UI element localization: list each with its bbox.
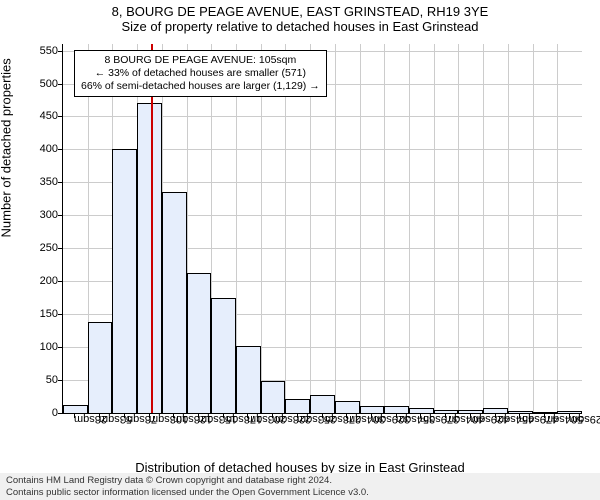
gridline-v [557,44,558,413]
gridline-v [335,44,336,413]
histogram-bar [458,410,483,413]
ytick-mark [58,281,62,282]
gridline-v [409,44,410,413]
ytick-mark [58,51,62,52]
xtick-mark [495,414,496,418]
histogram-bar [335,401,360,413]
histogram-bar [310,395,335,413]
xtick-mark [247,414,248,418]
histogram-bar [483,408,508,413]
y-axis-label: Number of detached properties [0,58,14,237]
histogram-bar [557,411,582,413]
histogram-bar [261,381,286,413]
ytick-mark [58,347,62,348]
footer-attribution: Contains HM Land Registry data © Crown c… [0,473,600,500]
xtick-mark [173,414,174,418]
footer-line2: Contains public sector information licen… [6,487,594,498]
ytick-mark [58,149,62,150]
histogram-bar [88,322,113,413]
histogram-bar [211,298,236,413]
ytick-label: 100 [28,341,58,353]
chart-title-line2: Size of property relative to detached ho… [0,19,600,34]
ytick-label: 300 [28,209,58,221]
xtick-mark [396,414,397,418]
xtick-mark [223,414,224,418]
xtick-mark [420,414,421,418]
gridline-v [434,44,435,413]
footer-line1: Contains HM Land Registry data © Crown c… [6,475,594,486]
xtick-mark [346,414,347,418]
ytick-mark [58,182,62,183]
gridline-v [310,44,311,413]
ytick-label: 350 [28,176,58,188]
chart-title-block: 8, BOURG DE PEAGE AVENUE, EAST GRINSTEAD… [0,4,600,34]
histogram-bar [434,410,459,413]
ytick-mark [58,215,62,216]
gridline-v [508,44,509,413]
ytick-label: 450 [28,110,58,122]
histogram-bar [285,399,310,413]
xtick-mark [297,414,298,418]
histogram-bar [508,411,533,413]
xtick-mark [124,414,125,418]
ytick-label: 500 [28,78,58,90]
xtick-mark [371,414,372,418]
ytick-label: 50 [28,374,58,386]
histogram-bar [137,103,162,413]
ytick-label: 0 [28,407,58,419]
gridline-v [533,44,534,413]
ytick-label: 250 [28,242,58,254]
xtick-mark [544,414,545,418]
xtick-mark [470,414,471,418]
ytick-label: 400 [28,143,58,155]
histogram-bar [236,346,261,413]
xtick-mark [74,414,75,418]
ytick-mark [58,248,62,249]
gridline-v [483,44,484,413]
ytick-mark [58,380,62,381]
plot-area [62,44,582,414]
histogram-bar [187,273,212,413]
xtick-mark [519,414,520,418]
ytick-mark [58,413,62,414]
xtick-mark [445,414,446,418]
gridline-v [261,44,262,413]
xtick-mark [322,414,323,418]
histogram-bar [384,406,409,413]
histogram-bar [162,192,187,413]
histogram-bar [409,408,434,413]
property-marker-line [151,44,153,413]
info-box-line2: ← 33% of detached houses are smaller (57… [81,67,320,80]
gridline-v [458,44,459,413]
property-info-box: 8 BOURG DE PEAGE AVENUE: 105sqm← 33% of … [74,50,327,97]
ytick-mark [58,116,62,117]
xtick-mark [198,414,199,418]
ytick-label: 550 [28,45,58,57]
xtick-mark [99,414,100,418]
gridline-v [285,44,286,413]
info-box-line1: 8 BOURG DE PEAGE AVENUE: 105sqm [81,54,320,67]
ytick-mark [58,314,62,315]
xtick-mark [149,414,150,418]
histogram-bar [112,149,137,413]
xtick-mark [569,414,570,418]
ytick-label: 200 [28,275,58,287]
gridline-v [360,44,361,413]
histogram-bar [533,412,558,413]
histogram-bar [63,405,88,413]
xtick-mark [272,414,273,418]
gridline-v [384,44,385,413]
ytick-mark [58,84,62,85]
histogram-bar [360,406,385,413]
info-box-line3: 66% of semi-detached houses are larger (… [81,80,320,93]
ytick-label: 150 [28,308,58,320]
chart-title-line1: 8, BOURG DE PEAGE AVENUE, EAST GRINSTEAD… [0,4,600,19]
